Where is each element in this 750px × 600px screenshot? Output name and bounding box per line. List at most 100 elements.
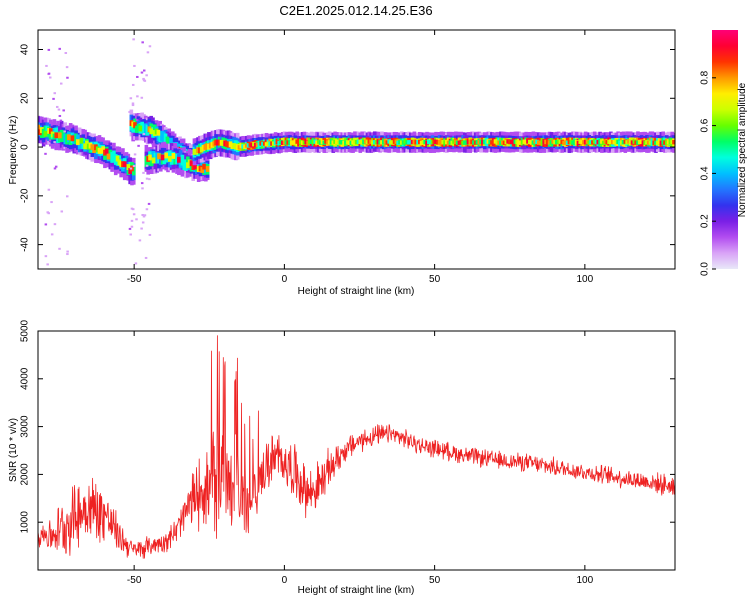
colorbar-tick-label: 0.0 <box>700 262 711 276</box>
spectrogram-cell <box>252 142 256 147</box>
spectrogram-speck <box>145 164 149 167</box>
spectrogram-cell <box>168 150 172 162</box>
spectrogram-cell <box>560 139 565 145</box>
spectrogram-cell <box>288 140 292 145</box>
spectrogram-cell <box>646 140 651 145</box>
snr-panel: -50 0 50 100 1000 2000 3000 4000 5000 Height of … <box>8 319 676 596</box>
spectrogram-cell <box>436 140 440 145</box>
spectrogram-cell <box>196 147 200 154</box>
spectrogram-cell <box>484 139 489 145</box>
snr-x-tick-label: 100 <box>577 575 594 586</box>
spectrogram-speck <box>140 96 144 99</box>
spectrogram-cell <box>234 143 238 150</box>
spectrogram-speck <box>58 247 61 250</box>
spectrogram-cell <box>403 139 408 144</box>
spectrogram-cell <box>363 139 368 144</box>
spectrogram-cell <box>450 140 455 146</box>
spectrogram-cell <box>533 139 537 144</box>
spectrogram-speck <box>66 76 69 79</box>
spectrogram-cell <box>473 140 478 145</box>
spectrogram-cell <box>463 140 467 145</box>
spectrogram-cell <box>645 139 649 145</box>
spectrogram-cell <box>65 133 69 145</box>
spectrogram-cell <box>619 140 624 145</box>
snr-plot-area <box>38 331 675 570</box>
spectrogram-speck <box>131 208 135 211</box>
spectrogram-speck <box>64 52 68 55</box>
spectrogram-cell <box>119 161 123 168</box>
spectrogram-cell <box>407 140 411 145</box>
spectrogram-cell <box>371 140 375 145</box>
spectrogram-cell <box>392 139 397 144</box>
spectrogram-speck <box>131 83 135 86</box>
spectrogram-cell <box>630 140 635 145</box>
spectrogram-cell <box>162 153 167 165</box>
spectrogram-cell <box>416 140 420 145</box>
spectrogram-cell <box>338 140 343 145</box>
spectrogram-cell <box>85 140 89 147</box>
spectrogram-cell <box>264 142 269 147</box>
spectrogram-cell <box>232 143 236 149</box>
chart-title: C2E1.2025.012.14.25.E36 <box>279 3 432 18</box>
spectrogram-cell <box>504 139 509 145</box>
spectrogram-speck <box>134 262 138 265</box>
spectrogram-cell <box>664 140 669 145</box>
spectrogram-cell <box>336 140 341 145</box>
spectrogram-cell <box>43 130 48 137</box>
spectrogram-cell <box>198 165 203 172</box>
spectrogram-cell <box>95 146 100 153</box>
spectrogram-cell <box>204 162 208 174</box>
spectrogram-cell <box>477 140 482 145</box>
spectrogram-cell <box>266 141 271 146</box>
spectrogram-cell <box>70 135 75 142</box>
spectrogram-cell <box>271 141 276 146</box>
spectrogram-cell <box>110 152 114 163</box>
spectrogram-cell <box>134 125 139 132</box>
spectrogram-cell <box>383 139 388 144</box>
spectrogram-cell <box>551 139 556 144</box>
spectrogram-cell <box>317 139 321 144</box>
spectrogram-cell <box>207 143 211 150</box>
spectrogram-cell <box>536 140 541 145</box>
spectrogram-cell <box>115 155 120 162</box>
spectrogram-cell <box>381 139 386 145</box>
spectrogram-cell <box>299 139 303 145</box>
spectrogram-speck <box>130 225 134 228</box>
spectrogram-cell <box>277 140 281 146</box>
spectrogram-cell <box>99 147 104 154</box>
spectrogram-cell <box>340 140 345 145</box>
spectrogram-cell <box>441 139 446 145</box>
spectrogram-speck <box>145 208 149 211</box>
spectrogram-cell <box>161 131 166 143</box>
spectrogram-cell <box>419 140 424 146</box>
spectrogram-cell <box>549 140 554 145</box>
spectrogram-cell <box>259 141 263 146</box>
spectrogram-cell <box>569 139 574 145</box>
spectrogram-cell <box>79 138 84 150</box>
spectrogram-speck <box>128 110 131 113</box>
spectrogram-cell <box>205 166 210 172</box>
spectrogram-speck <box>66 253 69 256</box>
spectrogram-cell <box>326 140 330 145</box>
spectrogram-cell <box>153 152 158 164</box>
spectrogram-cell <box>329 139 334 145</box>
spectrogram-cell <box>45 125 50 137</box>
spectrogram-cell <box>186 156 190 168</box>
spectrogram-cell <box>282 140 287 145</box>
spectrogram-cell <box>38 124 40 131</box>
spectrogram-cell <box>486 139 491 144</box>
spectrogram-cell <box>367 139 372 144</box>
spectrogram-speck <box>53 223 57 226</box>
spectrogram-cell <box>216 139 220 146</box>
spectrogram-cell <box>200 160 205 172</box>
spectrogram-cell <box>609 139 613 145</box>
spectrogram-cell <box>320 139 325 145</box>
spectrogram-cell <box>562 140 566 146</box>
snr-x-tick-label: -50 <box>127 575 142 586</box>
spectrogram-speck <box>60 210 64 213</box>
spectrogram-frame <box>37 29 676 270</box>
snr-x-tick-label: 0 <box>282 575 288 586</box>
spectrogram-cell <box>389 140 393 145</box>
spectrogram-cell <box>143 123 148 135</box>
spectrogram-speck <box>52 97 55 100</box>
